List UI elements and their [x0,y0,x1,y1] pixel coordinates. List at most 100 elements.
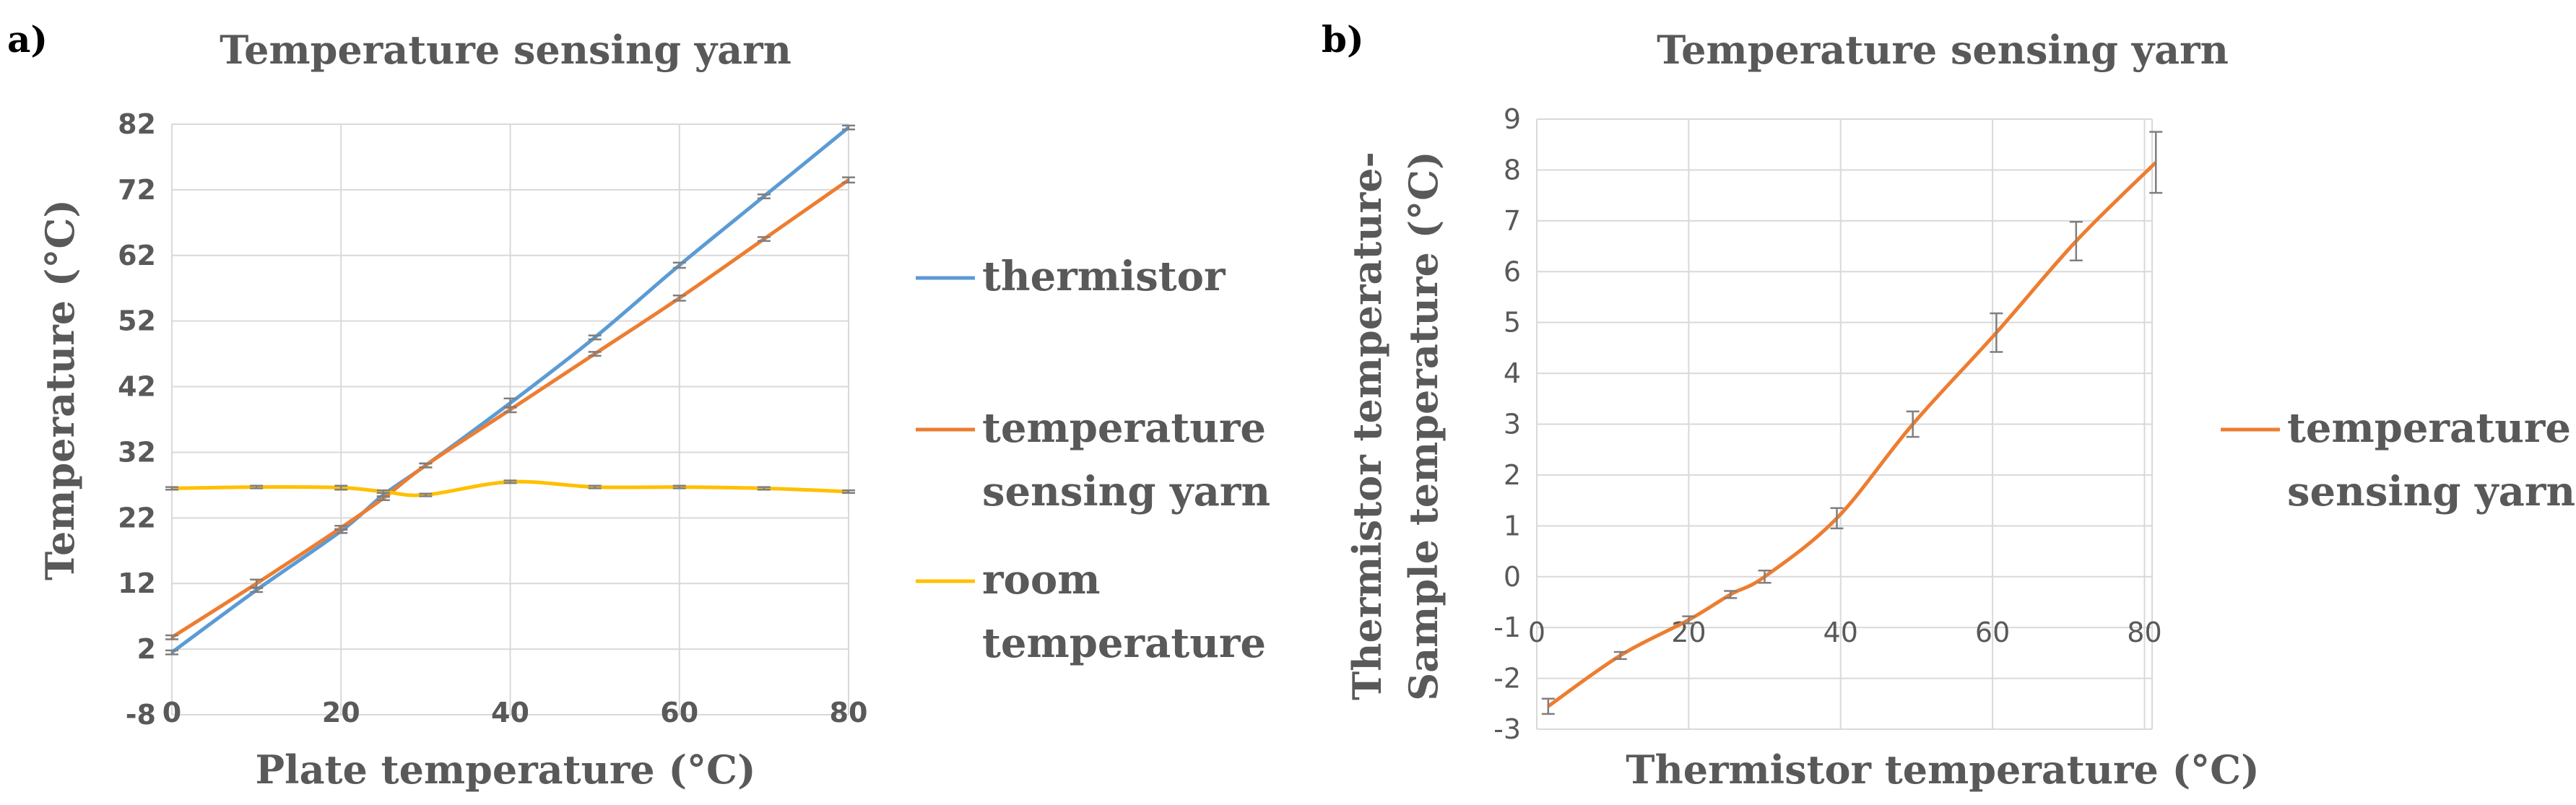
error-bar [250,587,264,593]
x-tick-label: 80 [2127,617,2161,648]
error-bar [1541,697,1555,715]
legend-label-yarn-b-line1: temperature [2287,404,2571,452]
legend-label-room-line2: temperature [982,619,1266,667]
error-bar [1830,507,1844,530]
legend-label-thermistor: thermistor [982,253,1226,300]
y-tick-label: 62 [118,240,156,271]
error-bar [419,492,433,497]
x-axis-title-b: Thermistor temperature (°C) [1626,747,2259,793]
legend-item-room: room temperature [916,556,1266,667]
series-line [170,126,850,654]
error-bar [2149,131,2163,194]
legend-item-yarn-b: temperature sensing yarn [2221,404,2575,515]
series-a [165,124,855,656]
error-bar [250,484,264,489]
error-bar [376,495,390,502]
y-tick-label: 72 [118,174,156,206]
x-tick-label: 60 [660,697,698,728]
error-bar [842,176,855,184]
error-bar [165,634,178,640]
gridlines-b [1536,118,2153,730]
y-tick-label: -1 [1493,612,1521,643]
legend-item-thermistor: thermistor [916,253,1226,300]
y-tick-label: -8 [126,699,156,731]
error-bar [503,406,517,414]
error-bar [672,261,686,269]
legend-label-room-line1: room [982,556,1100,604]
y-tick-label: 1 [1504,510,1521,541]
series-line [170,178,850,639]
error-bar [165,649,178,656]
x-tick-label: 0 [162,697,181,728]
error-bar [1613,650,1627,661]
x-tick-label: 40 [491,697,529,728]
y-tick-label: 5 [1504,307,1521,339]
chart-title-b: Temperature sensing yarn [1657,27,2229,73]
series-line [171,479,849,497]
y-tick-label: 82 [118,108,156,140]
y-tick-label: 8 [1504,154,1521,186]
error-bar [842,489,855,495]
y-tick-label: 2 [137,633,156,665]
legend-label-yarn-line2: sensing yarn [982,468,1270,515]
error-bar [503,479,517,484]
y-tick-label: 52 [118,305,156,337]
legend-item-yarn: temperature sensing yarn [916,404,1270,515]
error-bar [1682,615,1696,625]
legend-label-yarn-line1: temperature [982,404,1266,452]
y-axis-title-b-line2: Sample temperature (°C) [1400,151,1447,700]
y-axis-title-b-line1: Thermistor temperature- [1344,152,1390,700]
y-tick-label: 0 [1504,561,1521,593]
x-tick-label: 0 [1528,617,1545,648]
tick-labels-a: -8 2 12 22 32 42 52 62 72 82 0 20 40 60 80 [118,108,867,731]
error-bar [757,236,771,243]
chart-panel-a: a) Temperature sensing yarn -8 2 12 22 32 42 5… [7,18,1270,793]
legend-label-yarn-b-line2: sensing yarn [2287,468,2575,515]
error-bar [672,294,686,302]
panel-label-a: a) [7,18,48,61]
y-tick-label: 2 [1504,459,1521,491]
y-tick-label: 42 [118,371,156,403]
chart-title-a: Temperature sensing yarn [220,27,792,73]
y-tick-label: 6 [1504,256,1521,287]
error-bar [1990,312,2003,353]
legend-b: temperature sensing yarn [2221,404,2575,515]
error-bar [334,484,348,491]
error-bar [757,193,771,199]
y-tick-label: 9 [1504,103,1521,135]
error-bar [165,486,178,491]
y-tick-label: 32 [118,436,156,468]
error-bar [376,489,390,495]
y-tick-label: -3 [1493,713,1521,745]
error-bar [1724,590,1738,599]
error-bar [588,334,602,341]
error-bar [842,124,855,131]
x-tick-label: 60 [1975,617,2010,648]
error-bar [1758,570,1771,584]
y-tick-label: 4 [1504,357,1521,389]
error-bar [2069,220,2083,262]
error-bar [334,524,348,531]
series-b [1541,131,2163,715]
error-bar [419,462,433,469]
error-bar [672,484,686,489]
y-tick-label: 12 [118,567,156,599]
error-bar [757,486,771,491]
x-axis-title-a: Plate temperature (°C) [255,747,755,793]
error-bar [250,578,264,588]
y-axis-title-a: Temperature (°C) [37,199,83,580]
chart-panel-b: b) Temperature sensing yarn -3-2-1012345… [1322,18,2575,793]
error-bar [588,484,602,489]
y-tick-label: 22 [118,502,156,534]
error-bar [588,351,602,357]
x-tick-label: 80 [830,697,868,728]
y-tick-label: 7 [1504,205,1521,237]
gridlines-a [171,123,849,715]
error-bar [1906,410,1920,438]
panel-label-b: b) [1322,18,1364,61]
x-tick-label: 20 [322,697,360,728]
y-tick-label: -2 [1493,663,1521,695]
legend-a: thermistor temperature sensing yarn room… [916,253,1270,667]
